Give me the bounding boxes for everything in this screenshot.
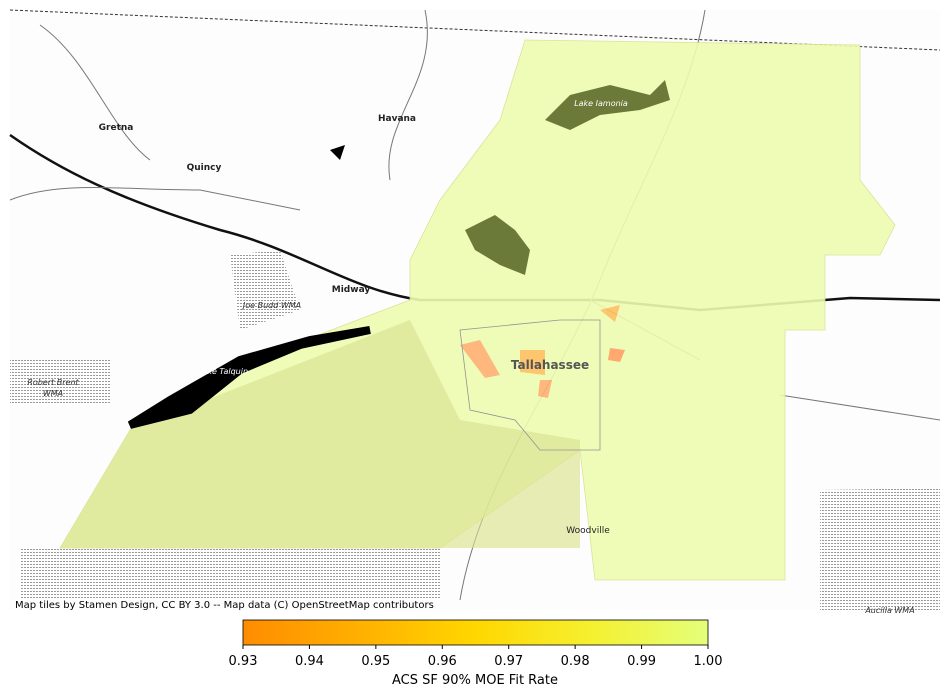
place-label: Midway	[332, 285, 371, 295]
area-label: Lake Iamonia	[574, 99, 628, 108]
attribution: Map tiles by Stamen Design, CC BY 3.0 --…	[15, 600, 434, 611]
tick-label: 1.00	[694, 654, 723, 669]
area-label: Joe Budd WMA	[241, 301, 301, 310]
labels: Gretna Quincy Havana Midway Tallahassee …	[15, 99, 915, 615]
colorbar	[242, 619, 709, 646]
tick-label: 0.93	[229, 654, 258, 669]
tick-label: 0.98	[561, 654, 590, 669]
tick-label: 0.96	[428, 654, 457, 669]
colorbar-label: ACS SF 90% MOE Fit Rate	[392, 673, 558, 688]
area-label: Robert Brent	[27, 378, 79, 387]
place-label: Quincy	[187, 163, 222, 173]
area-label: Aucilla WMA	[864, 606, 914, 615]
tick-label: 0.97	[494, 654, 523, 669]
lakes	[127, 80, 670, 429]
tick-label: 0.99	[627, 654, 656, 669]
place-label: Woodville	[566, 526, 610, 536]
place-label: Havana	[378, 114, 416, 124]
area-label: Lake Talquin	[198, 367, 248, 376]
area-label: WMA	[43, 389, 63, 398]
place-label: Gretna	[99, 123, 134, 133]
tick-label: 0.95	[361, 654, 390, 669]
place-label: Tallahassee	[511, 358, 589, 372]
tick-label: 0.94	[295, 654, 324, 669]
choropleth	[59, 39, 896, 581]
